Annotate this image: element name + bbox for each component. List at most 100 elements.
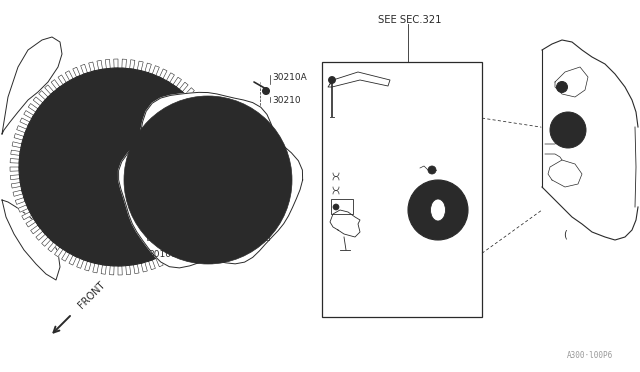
Polygon shape xyxy=(12,183,21,188)
Circle shape xyxy=(428,200,448,220)
Circle shape xyxy=(559,84,564,90)
Polygon shape xyxy=(159,69,167,79)
Circle shape xyxy=(557,81,568,93)
Polygon shape xyxy=(114,59,118,68)
Polygon shape xyxy=(15,198,25,204)
Polygon shape xyxy=(122,59,127,68)
Bar xyxy=(147,234,156,240)
Polygon shape xyxy=(156,257,163,267)
Bar xyxy=(331,199,353,214)
Polygon shape xyxy=(38,91,48,100)
Polygon shape xyxy=(10,175,20,180)
Polygon shape xyxy=(73,67,80,77)
Polygon shape xyxy=(188,234,197,243)
Polygon shape xyxy=(10,167,19,171)
Circle shape xyxy=(215,124,220,128)
Circle shape xyxy=(88,137,148,197)
Polygon shape xyxy=(208,122,218,129)
Polygon shape xyxy=(77,259,84,268)
Polygon shape xyxy=(22,212,31,220)
Polygon shape xyxy=(126,265,131,275)
Circle shape xyxy=(154,186,159,192)
Polygon shape xyxy=(2,200,60,280)
Polygon shape xyxy=(200,107,210,115)
Polygon shape xyxy=(141,262,147,272)
Polygon shape xyxy=(217,171,226,176)
Text: FRONT: FRONT xyxy=(76,279,107,310)
Circle shape xyxy=(56,119,63,126)
Polygon shape xyxy=(328,72,390,87)
Polygon shape xyxy=(24,110,33,119)
Polygon shape xyxy=(166,73,175,83)
Circle shape xyxy=(215,232,220,237)
Polygon shape xyxy=(13,190,22,196)
Polygon shape xyxy=(42,237,51,246)
Polygon shape xyxy=(215,146,225,151)
Circle shape xyxy=(563,125,573,135)
Circle shape xyxy=(47,192,54,198)
Polygon shape xyxy=(97,60,102,70)
Polygon shape xyxy=(26,219,36,227)
Text: 30210A: 30210A xyxy=(272,73,307,81)
Circle shape xyxy=(154,196,159,201)
Text: A300·l00P6: A300·l00P6 xyxy=(567,351,613,360)
Circle shape xyxy=(154,142,159,148)
Polygon shape xyxy=(217,163,226,167)
Polygon shape xyxy=(170,249,178,259)
Bar xyxy=(322,62,482,317)
Circle shape xyxy=(172,208,179,215)
Circle shape xyxy=(124,96,292,264)
Polygon shape xyxy=(196,100,205,109)
Polygon shape xyxy=(51,80,60,89)
Circle shape xyxy=(180,152,236,208)
Polygon shape xyxy=(45,85,54,94)
Polygon shape xyxy=(176,245,185,254)
Polygon shape xyxy=(216,179,225,184)
Circle shape xyxy=(408,180,468,240)
Polygon shape xyxy=(145,63,152,73)
Polygon shape xyxy=(148,260,156,270)
Circle shape xyxy=(77,186,83,192)
Polygon shape xyxy=(185,88,195,97)
Text: (: ( xyxy=(563,229,567,239)
Circle shape xyxy=(248,142,253,147)
Polygon shape xyxy=(106,59,110,69)
Text: SEE SEC.321: SEE SEC.321 xyxy=(378,15,442,25)
Polygon shape xyxy=(138,61,143,71)
Polygon shape xyxy=(555,67,588,97)
Circle shape xyxy=(182,135,189,142)
Polygon shape xyxy=(33,97,43,106)
Polygon shape xyxy=(28,103,38,112)
Polygon shape xyxy=(542,40,638,240)
Circle shape xyxy=(550,112,586,148)
Polygon shape xyxy=(211,129,221,137)
Polygon shape xyxy=(109,266,114,275)
Polygon shape xyxy=(93,263,99,273)
Circle shape xyxy=(124,91,131,98)
Polygon shape xyxy=(216,154,226,159)
Circle shape xyxy=(198,170,218,190)
Polygon shape xyxy=(179,82,188,92)
Circle shape xyxy=(19,68,217,266)
Polygon shape xyxy=(20,118,30,126)
Polygon shape xyxy=(18,205,28,212)
Polygon shape xyxy=(31,225,40,234)
Text: 30210: 30210 xyxy=(272,96,301,105)
Text: 30100: 30100 xyxy=(148,250,177,259)
Circle shape xyxy=(558,120,578,140)
Polygon shape xyxy=(65,71,73,81)
Polygon shape xyxy=(36,231,45,240)
Polygon shape xyxy=(81,64,88,74)
Polygon shape xyxy=(206,208,216,216)
Polygon shape xyxy=(204,114,214,122)
Polygon shape xyxy=(163,253,171,263)
Circle shape xyxy=(153,125,263,235)
Ellipse shape xyxy=(431,199,445,221)
Polygon shape xyxy=(61,251,70,261)
Polygon shape xyxy=(89,62,95,72)
Polygon shape xyxy=(214,186,224,192)
Circle shape xyxy=(105,154,131,180)
Polygon shape xyxy=(101,265,106,274)
Circle shape xyxy=(333,204,339,210)
Circle shape xyxy=(178,130,183,135)
